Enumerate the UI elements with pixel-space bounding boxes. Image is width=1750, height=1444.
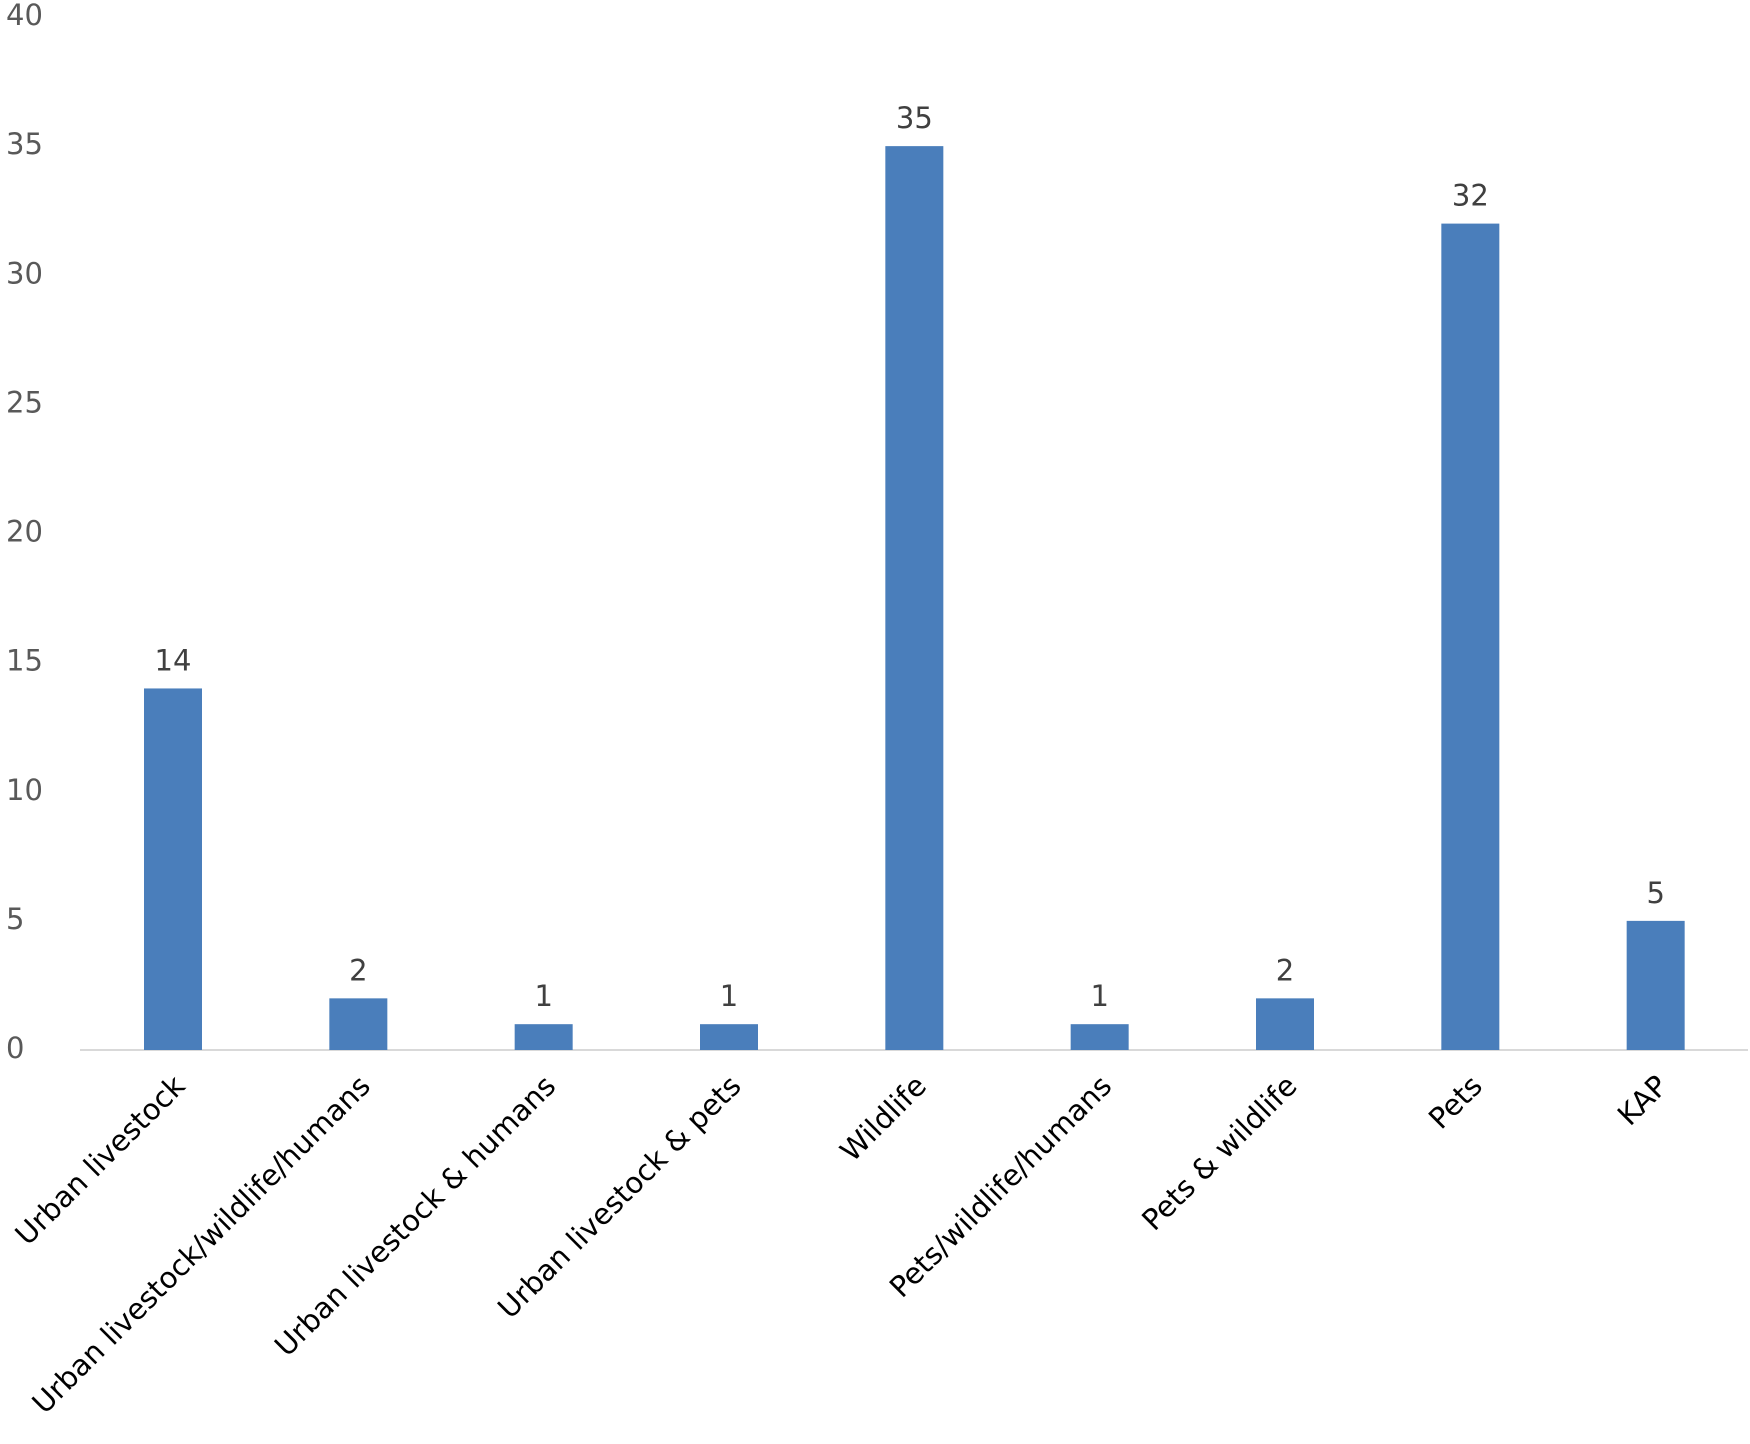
- x-tick-label: Urban livestock/wildlife/humans: [25, 1069, 377, 1421]
- bar: [329, 998, 388, 1050]
- bar: [1441, 223, 1500, 1051]
- x-tick-label: KAP: [1611, 1069, 1675, 1133]
- bar: [885, 146, 944, 1050]
- y-tick-label: 40: [6, 0, 43, 32]
- data-label: 1: [720, 979, 738, 1013]
- y-tick-label: 30: [6, 256, 43, 290]
- data-label: 32: [1452, 179, 1489, 213]
- y-tick-label: 0: [6, 1031, 24, 1065]
- data-label: 5: [1646, 876, 1664, 910]
- data-label: 1: [534, 979, 552, 1013]
- data-label: 2: [1276, 953, 1294, 987]
- bar: [1256, 998, 1314, 1050]
- x-tick-label: Urban livestock: [8, 1068, 191, 1251]
- y-tick-label: 15: [6, 644, 43, 678]
- y-tick-label: 20: [6, 515, 43, 549]
- bar: [514, 1024, 573, 1050]
- bar: [700, 1024, 758, 1050]
- data-label: 35: [896, 101, 933, 135]
- bar: [1070, 1024, 1129, 1050]
- bar: [1626, 920, 1685, 1050]
- y-tick-label: 25: [6, 385, 43, 419]
- data-label: 2: [349, 953, 367, 987]
- x-tick-label: Pets & wildlife: [1135, 1069, 1303, 1237]
- x-tick-label: Pets: [1422, 1069, 1489, 1136]
- y-tick-label: 10: [6, 773, 43, 807]
- y-tick-label: 35: [6, 127, 43, 161]
- data-label: 14: [155, 643, 192, 677]
- y-tick-label: 5: [6, 902, 24, 936]
- x-tick-label: Wildlife: [833, 1069, 933, 1169]
- bar: [144, 688, 202, 1050]
- data-label: 1: [1090, 979, 1108, 1013]
